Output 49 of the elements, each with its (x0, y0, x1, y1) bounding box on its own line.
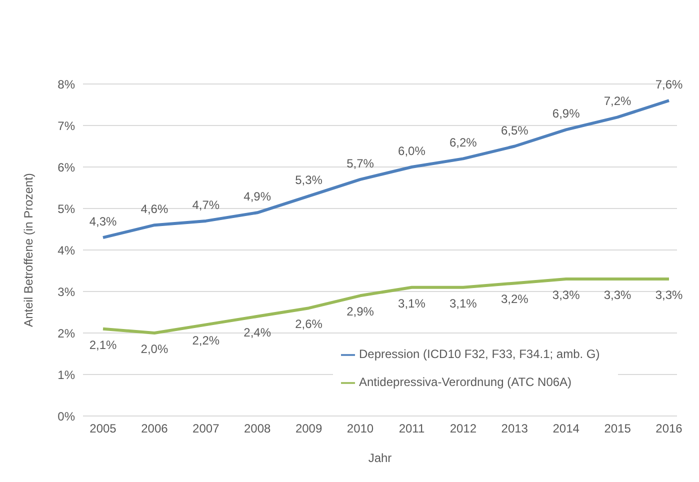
data-label: 3,3% (655, 288, 683, 302)
legend-label: Depression (ICD10 F32, F33, F34.1; amb. G) (359, 347, 600, 361)
data-label: 6,0% (398, 144, 426, 158)
data-label: 2,6% (295, 317, 323, 332)
data-label: 4,9% (244, 190, 272, 204)
x-tick-label: 2008 (244, 422, 272, 436)
data-label: 4,6% (140, 202, 168, 216)
data-label: 5,7% (346, 156, 374, 170)
data-label: 7,2% (604, 94, 632, 108)
data-label: 2,4% (244, 325, 272, 340)
data-label: 2,2% (192, 334, 220, 348)
data-label: 3,2% (500, 292, 529, 306)
x-tick-label: 2016 (656, 422, 683, 436)
x-tick-label: 2007 (192, 422, 220, 436)
data-label: 3,3% (552, 288, 580, 302)
x-tick-label: 2005 (90, 422, 117, 436)
y-axis-title: Anteil Betroffene (in Prozent) (21, 173, 36, 327)
x-tick-label: 2010 (346, 422, 374, 436)
data-label: 4,7% (192, 198, 220, 212)
data-label: 6,9% (552, 106, 580, 121)
legend-label: Antidepressiva-Verordnung (ATC N06A) (359, 375, 572, 389)
data-label: 4,3% (89, 214, 117, 229)
y-tick-label: 6% (58, 160, 76, 174)
x-tick-label: 2012 (450, 422, 477, 436)
data-label: 2,9% (346, 304, 374, 319)
y-tick-label: 8% (58, 77, 76, 92)
data-label: 6,2% (450, 136, 478, 150)
data-label: 6,5% (500, 123, 529, 138)
data-label: 7,6% (655, 78, 683, 92)
y-tick-label: 5% (58, 202, 76, 216)
data-label: 5,3% (295, 173, 323, 188)
y-tick-label: 1% (58, 368, 76, 382)
data-label: 3,3% (604, 288, 632, 302)
data-label: 2,1% (89, 338, 117, 352)
x-axis-title: Jahr (368, 451, 392, 465)
data-label: 3,1% (450, 296, 478, 310)
x-tick-label: 2006 (141, 422, 168, 436)
x-tick-label: 2014 (552, 422, 580, 436)
y-tick-label: 0% (58, 409, 76, 424)
data-label: 2,0% (140, 342, 168, 356)
y-tick-label: 3% (58, 284, 76, 299)
y-tick-label: 2% (58, 326, 76, 340)
y-tick-label: 4% (58, 243, 76, 258)
data-label: 3,1% (398, 296, 426, 310)
x-tick-label: 2011 (398, 422, 425, 436)
x-tick-label: 2009 (295, 422, 322, 436)
x-tick-label: 2015 (604, 422, 632, 436)
x-tick-label: 2013 (501, 422, 528, 436)
y-tick-label: 7% (58, 118, 76, 133)
